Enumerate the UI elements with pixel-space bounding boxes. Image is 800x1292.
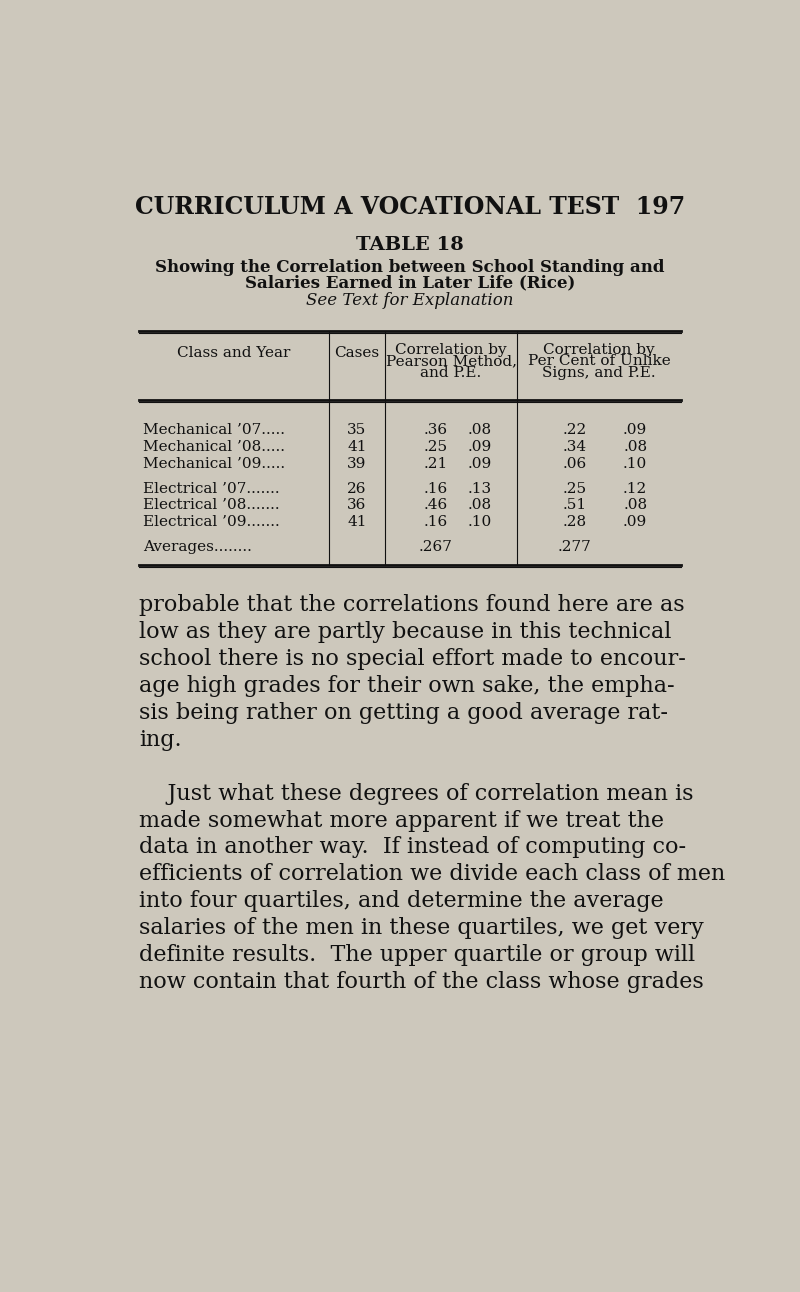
Text: .10: .10 — [468, 516, 492, 530]
Text: .09: .09 — [623, 516, 647, 530]
Text: efficients of correlation we divide each class of men: efficients of correlation we divide each… — [138, 863, 725, 885]
Text: made somewhat more apparent if we treat the: made somewhat more apparent if we treat … — [138, 810, 664, 832]
Text: now contain that fourth of the class whose grades: now contain that fourth of the class who… — [138, 972, 703, 994]
Text: Electrical ’07.......: Electrical ’07....... — [142, 482, 279, 496]
Text: .09: .09 — [468, 457, 492, 470]
Text: .25: .25 — [423, 441, 447, 453]
Text: Correlation by: Correlation by — [543, 342, 655, 357]
Text: Salaries Earned in Later Life (Rice): Salaries Earned in Later Life (Rice) — [245, 274, 575, 292]
Text: Averages........: Averages........ — [142, 540, 251, 554]
Text: Pearson Method,: Pearson Method, — [386, 354, 517, 368]
Text: .277: .277 — [558, 540, 591, 554]
Text: .09: .09 — [623, 422, 647, 437]
Text: .09: .09 — [468, 441, 492, 453]
Text: Cases: Cases — [334, 346, 379, 360]
Text: Signs, and P.E.: Signs, and P.E. — [542, 366, 656, 380]
Text: probable that the correlations found here are as: probable that the correlations found her… — [138, 594, 684, 616]
Text: .267: .267 — [418, 540, 452, 554]
Text: Showing the Correlation between School Standing and: Showing the Correlation between School S… — [155, 258, 665, 276]
Text: 41: 41 — [347, 516, 366, 530]
Text: See Text for Explanation: See Text for Explanation — [306, 292, 514, 309]
Text: .08: .08 — [623, 441, 647, 453]
Text: .22: .22 — [562, 422, 586, 437]
Text: age high grades for their own sake, the empha-: age high grades for their own sake, the … — [138, 674, 674, 696]
Text: .06: .06 — [562, 457, 586, 470]
Text: 41: 41 — [347, 441, 366, 453]
Text: .46: .46 — [423, 499, 447, 513]
Text: Just what these degrees of correlation mean is: Just what these degrees of correlation m… — [138, 783, 694, 805]
Text: .08: .08 — [623, 499, 647, 513]
Text: CURRICULUM A VOCATIONAL TEST  197: CURRICULUM A VOCATIONAL TEST 197 — [135, 195, 685, 220]
Text: Mechanical ’07.....: Mechanical ’07..... — [142, 422, 285, 437]
Text: into four quartiles, and determine the average: into four quartiles, and determine the a… — [138, 890, 663, 912]
Text: .25: .25 — [562, 482, 586, 496]
Text: Electrical ’08.......: Electrical ’08....... — [142, 499, 279, 513]
Text: 26: 26 — [347, 482, 366, 496]
Text: Per Cent of Unlike: Per Cent of Unlike — [528, 354, 670, 368]
Text: .13: .13 — [468, 482, 492, 496]
Text: Electrical ’09.......: Electrical ’09....... — [142, 516, 279, 530]
Text: .08: .08 — [468, 422, 492, 437]
Text: and P.E.: and P.E. — [421, 366, 482, 380]
Text: .21: .21 — [423, 457, 447, 470]
Text: 35: 35 — [347, 422, 366, 437]
Text: .16: .16 — [423, 516, 447, 530]
Text: Mechanical ’08.....: Mechanical ’08..... — [142, 441, 285, 453]
Text: school there is no special effort made to encour-: school there is no special effort made t… — [138, 647, 686, 669]
Text: TABLE 18: TABLE 18 — [356, 236, 464, 255]
Text: 39: 39 — [347, 457, 366, 470]
Text: .36: .36 — [423, 422, 447, 437]
Text: .28: .28 — [562, 516, 586, 530]
Text: Correlation by: Correlation by — [395, 342, 507, 357]
Text: Class and Year: Class and Year — [177, 346, 290, 360]
Text: ing.: ing. — [138, 729, 182, 751]
Text: salaries of the men in these quartiles, we get very: salaries of the men in these quartiles, … — [138, 917, 703, 939]
Text: .16: .16 — [423, 482, 447, 496]
Text: sis being rather on getting a good average rat-: sis being rather on getting a good avera… — [138, 702, 668, 724]
Text: low as they are partly because in this technical: low as they are partly because in this t… — [138, 621, 671, 643]
Text: Mechanical ’09.....: Mechanical ’09..... — [142, 457, 285, 470]
Text: .10: .10 — [623, 457, 647, 470]
Text: data in another way.  If instead of computing co-: data in another way. If instead of compu… — [138, 836, 686, 858]
Text: 36: 36 — [347, 499, 366, 513]
Text: .51: .51 — [562, 499, 586, 513]
Text: .34: .34 — [562, 441, 586, 453]
Text: .08: .08 — [468, 499, 492, 513]
Text: .12: .12 — [623, 482, 647, 496]
Text: definite results.  The upper quartile or group will: definite results. The upper quartile or … — [138, 944, 695, 966]
